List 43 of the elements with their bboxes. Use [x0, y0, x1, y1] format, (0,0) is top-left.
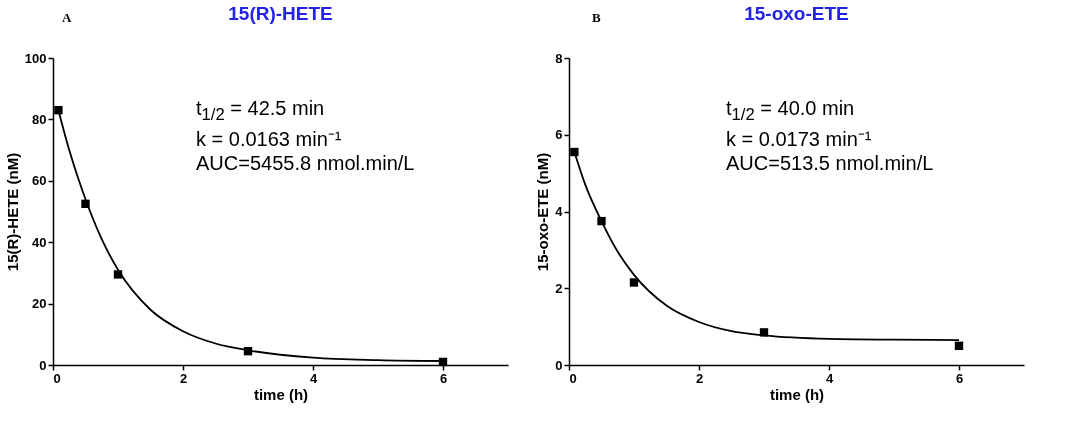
annotation: t$_{1/2}$ = 42.5 min — [196, 97, 325, 124]
y-tick-label: 40 — [32, 234, 47, 250]
point — [629, 278, 639, 287]
point — [597, 216, 606, 226]
annotation: AUC=513.5 nmol.min/L — [726, 152, 934, 174]
annotation: k = 0.0173 min⁻¹ — [726, 128, 872, 150]
chart-title: 15-oxo-ETE — [744, 3, 849, 24]
annotation: AUC=5455.8 nmol.min/L — [196, 152, 415, 174]
point — [438, 357, 448, 367]
annotation: t$_{1/2}$ = 40.0 min — [726, 97, 855, 124]
x-tick-label: 4 — [825, 370, 834, 386]
x-tick-label: 0 — [53, 370, 61, 386]
y-axis-title: 15-oxo-ETE (nM) — [534, 152, 552, 272]
y-tick-label: 8 — [555, 50, 563, 66]
x-tick-label: 4 — [309, 370, 318, 386]
x-tick-label: 2 — [695, 370, 704, 386]
x-tick-label: 2 — [179, 370, 188, 386]
y-tick-label: 0 — [555, 357, 563, 373]
x-axis-title: time (h) — [253, 385, 309, 403]
x-tick-label: 0 — [569, 370, 577, 386]
x-axis-title: time (h) — [769, 385, 825, 403]
y-tick-label: 100 — [24, 50, 47, 66]
point — [570, 147, 579, 157]
text: A — [62, 10, 72, 26]
x-tick-label: 6 — [955, 370, 964, 386]
y-tick-label: 60 — [32, 173, 47, 189]
y-tick-label: 0 — [39, 357, 47, 373]
y-tick-label: 80 — [32, 111, 47, 127]
point — [759, 328, 769, 337]
y-axis-title: 15(R)-HETE (nM) — [3, 152, 21, 272]
annotation: k = 0.0163 min⁻¹ — [196, 128, 342, 150]
y-tick-label: 6 — [555, 127, 563, 143]
chart-title: 15(R)-HETE — [228, 3, 333, 24]
point — [81, 199, 90, 209]
point — [113, 270, 123, 279]
point — [54, 106, 63, 115]
y-tick-label: 20 — [32, 296, 47, 312]
x-tick-label: 6 — [439, 370, 448, 386]
text: B — [592, 10, 601, 26]
point — [954, 341, 964, 350]
point — [243, 347, 253, 356]
y-tick-label: 2 — [555, 280, 563, 296]
y-tick-label: 4 — [555, 204, 564, 219]
